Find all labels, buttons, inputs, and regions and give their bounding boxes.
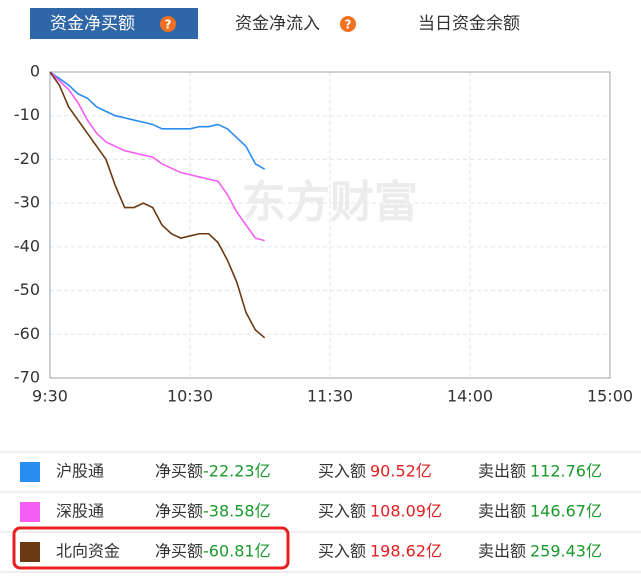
y-tick-label: -30 <box>14 193 40 212</box>
cell-label: 净买额 <box>155 462 203 481</box>
highlight-box <box>12 526 290 570</box>
y-tick-label: -70 <box>14 368 40 387</box>
x-tick-label: 11:30 <box>307 387 353 406</box>
cell-label: 买入额 <box>318 542 366 561</box>
net-value: -60.81亿 <box>203 542 271 561</box>
legend-swatch <box>20 502 40 522</box>
series-name: 北向资金 <box>56 542 120 561</box>
buy-value: 108.09亿 <box>370 502 442 521</box>
tab[interactable]: 资金净买额 <box>50 14 135 34</box>
cell-label: 净买额 <box>155 502 203 521</box>
y-tick-label: 0 <box>30 62 40 81</box>
tab[interactable]: 资金净流入 <box>235 14 320 34</box>
cell-label: 卖出额 <box>478 542 526 561</box>
y-tick-label: -20 <box>14 149 40 168</box>
plot-border <box>49 71 611 379</box>
buy-value: 90.52亿 <box>370 462 432 481</box>
sell-value: 146.67亿 <box>530 502 602 521</box>
x-tick-label: 14:00 <box>447 387 493 406</box>
series-line <box>49 71 266 339</box>
help-mark: ? <box>165 18 172 32</box>
help-mark: ? <box>345 18 352 32</box>
help-icon[interactable] <box>340 16 356 32</box>
y-tick-label: -50 <box>14 280 40 299</box>
net-value: -22.23亿 <box>203 462 271 481</box>
legend-swatch <box>20 462 40 482</box>
y-tick-label: -60 <box>14 324 40 343</box>
buy-value: 198.62亿 <box>370 542 442 561</box>
cell-label: 卖出额 <box>478 462 526 481</box>
help-icon[interactable] <box>160 16 176 32</box>
cell-label: 卖出额 <box>478 502 526 521</box>
x-tick-label: 9:30 <box>32 387 68 406</box>
y-tick-label: -40 <box>14 236 40 255</box>
sell-value: 112.76亿 <box>530 462 602 481</box>
y-tick-label: -10 <box>14 105 40 124</box>
series-line <box>49 71 266 170</box>
cell-label: 买入额 <box>318 502 366 521</box>
x-tick-label: 10:30 <box>167 387 213 406</box>
x-tick-label: 15:00 <box>587 387 633 406</box>
cell-label: 买入额 <box>318 462 366 481</box>
series-line <box>49 71 265 242</box>
series-name: 沪股通 <box>56 462 104 481</box>
cell-label: 净买额 <box>155 542 203 561</box>
legend-swatch <box>20 542 40 562</box>
net-value: -38.58亿 <box>203 502 271 521</box>
sell-value: 259.43亿 <box>530 542 602 561</box>
series-name: 深股通 <box>56 502 104 521</box>
tab[interactable]: 当日资金余额 <box>418 14 520 34</box>
